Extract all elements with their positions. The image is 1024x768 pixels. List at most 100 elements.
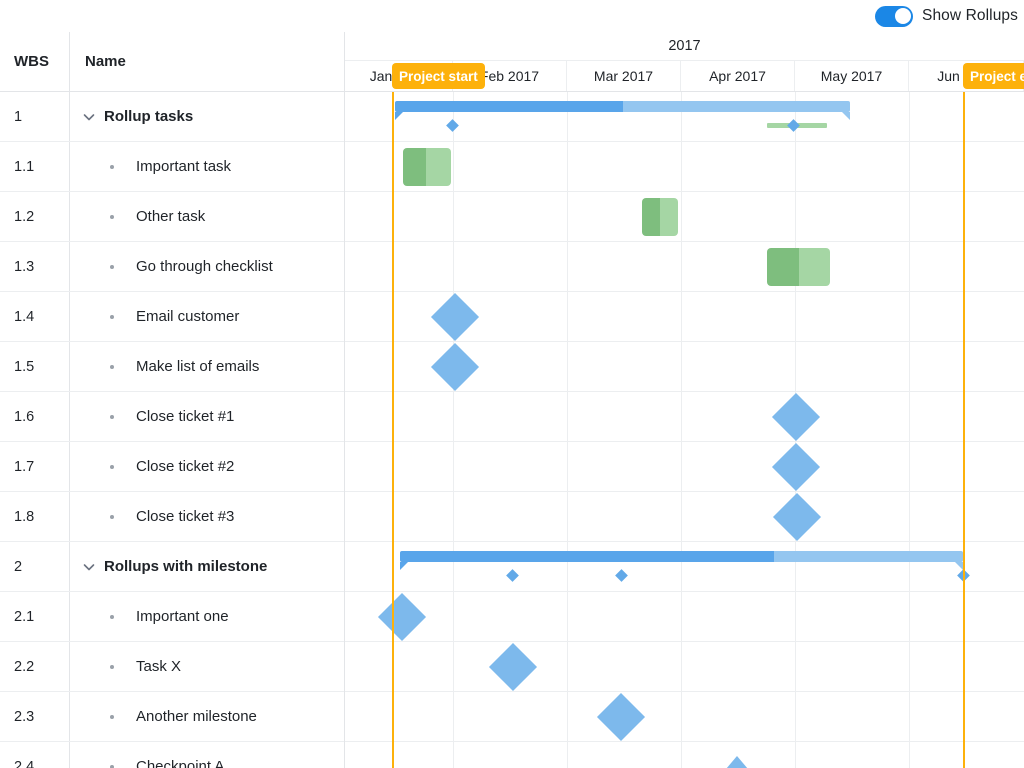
row-name-cell: Other task xyxy=(108,208,340,225)
row-wbs: 1 xyxy=(14,108,23,125)
row-name-cell: Important one xyxy=(108,608,340,625)
row-task-name: Task X xyxy=(136,658,182,675)
task-bar-remaining xyxy=(799,248,830,286)
milestone-marker[interactable] xyxy=(430,292,480,342)
rollup-bar-tail-right xyxy=(955,562,963,570)
table-row[interactable]: 1 Rollup tasks xyxy=(0,92,344,142)
row-task-name: Close ticket #1 xyxy=(136,408,235,425)
chevron-down-icon[interactable] xyxy=(80,558,98,576)
bullet-icon xyxy=(108,263,116,271)
column-header-wbs: WBS xyxy=(14,52,49,70)
timeline-month-cell: Feb 2017 xyxy=(453,61,567,91)
milestone-marker[interactable] xyxy=(772,492,822,542)
row-wbs: 2.1 xyxy=(14,608,35,625)
task-bar-progress xyxy=(642,198,660,236)
row-name-cell: Email customer xyxy=(108,308,340,325)
table-row[interactable]: 2.3 Another milestone xyxy=(0,692,344,742)
row-name-cell: Rollups with milestone xyxy=(80,558,340,576)
rollup-bar-remaining xyxy=(623,101,850,112)
milestone-marker[interactable] xyxy=(771,392,821,442)
timeline-row-separator xyxy=(345,291,1024,292)
task-table-header: WBS Name xyxy=(0,32,344,92)
table-row[interactable]: 1.8 Close ticket #3 xyxy=(0,492,344,542)
row-name-cell: Close ticket #1 xyxy=(108,408,340,425)
task-bar[interactable] xyxy=(403,148,451,186)
table-row[interactable]: 1.3 Go through checklist xyxy=(0,242,344,292)
row-wbs: 1.4 xyxy=(14,308,35,325)
table-row[interactable]: 2.1 Important one xyxy=(0,592,344,642)
milestone-marker-partial[interactable] xyxy=(715,756,759,768)
row-name-cell: Close ticket #2 xyxy=(108,458,340,475)
row-wbs: 1.5 xyxy=(14,358,35,375)
timeline-column-gridline xyxy=(453,92,454,768)
timeline-header: 2017 Jan 2017 Feb 2017 Mar 2017 Apr 2017 May… xyxy=(345,32,1024,92)
show-rollups-toggle[interactable]: Show Rollups xyxy=(875,5,1018,27)
task-bar[interactable] xyxy=(642,198,678,236)
row-task-name: Other task xyxy=(136,208,206,225)
row-name-cell: Close ticket #3 xyxy=(108,508,340,525)
task-bar[interactable] xyxy=(767,248,830,286)
table-row[interactable]: 2.4 Checkpoint A xyxy=(0,742,344,768)
timeline-month-cell: Apr 2017 xyxy=(681,61,795,91)
row-wbs: 1.3 xyxy=(14,258,35,275)
task-table-body: 1 Rollup tasks 1.1 Important task 1.2 Other t… xyxy=(0,92,344,768)
row-wbs: 1.1 xyxy=(14,158,35,175)
row-wbs: 1.8 xyxy=(14,508,35,525)
row-task-name: Email customer xyxy=(136,308,240,325)
row-name-cell: Task X xyxy=(108,658,340,675)
toggle-switch-knob xyxy=(894,8,911,24)
table-row[interactable]: 1.6 Close ticket #1 xyxy=(0,392,344,442)
rollup-indicator[interactable] xyxy=(786,119,800,132)
timeline-row-separator xyxy=(345,191,1024,192)
timeline-month-cell: Jan 2017 xyxy=(345,61,453,91)
rollup-indicator[interactable] xyxy=(445,119,459,132)
milestone-marker[interactable] xyxy=(377,592,427,642)
task-bar-remaining xyxy=(660,198,678,236)
top-toolbar: Show Rollups xyxy=(0,0,1024,32)
timeline-row-separator xyxy=(345,741,1024,742)
rollup-indicator[interactable] xyxy=(956,569,970,582)
row-task-name: Important one xyxy=(136,608,229,625)
row-name-cell: Another milestone xyxy=(108,708,340,725)
bullet-icon xyxy=(108,213,116,221)
timeline-row-separator xyxy=(345,441,1024,442)
row-task-name: Close ticket #3 xyxy=(136,508,235,525)
toggle-switch-track[interactable] xyxy=(875,5,914,27)
table-row[interactable]: 2.2 Task X xyxy=(0,642,344,692)
bullet-icon xyxy=(108,363,116,371)
rollup-bar[interactable] xyxy=(395,101,850,120)
row-wbs: 2.3 xyxy=(14,708,35,725)
timeline-month-cell: Jun 2017 xyxy=(909,61,1024,91)
table-row[interactable]: 2 Rollups with milestone xyxy=(0,542,344,592)
milestone-marker[interactable] xyxy=(430,342,480,392)
row-wbs: 1.2 xyxy=(14,208,35,225)
bullet-icon xyxy=(108,663,116,671)
table-row[interactable]: 1.5 Make list of emails xyxy=(0,342,344,392)
timeline-month-cell: May 2017 xyxy=(795,61,909,91)
timeline-row-separator xyxy=(345,691,1024,692)
table-row[interactable]: 1.7 Close ticket #2 xyxy=(0,442,344,492)
row-name-cell: Make list of emails xyxy=(108,358,340,375)
rollup-bar-progress xyxy=(395,101,623,112)
row-wbs: 2.4 xyxy=(14,758,35,768)
rollup-indicator[interactable] xyxy=(614,569,628,582)
gantt-grid: WBS Name 1 Rollup tasks 1.1 Important task 1… xyxy=(0,32,1024,768)
table-row[interactable]: 1.2 Other task xyxy=(0,192,344,242)
column-divider xyxy=(69,32,70,768)
table-row[interactable]: 1.1 Important task xyxy=(0,142,344,192)
row-name-cell: Important task xyxy=(108,158,340,175)
table-row[interactable]: 1.4 Email customer xyxy=(0,292,344,342)
rollup-indicator[interactable] xyxy=(505,569,519,582)
timeline-row-separator xyxy=(345,641,1024,642)
row-wbs: 1.7 xyxy=(14,458,35,475)
timeline-row-separator xyxy=(345,591,1024,592)
timeline-month-row: Jan 2017 Feb 2017 Mar 2017 Apr 2017 May 2017… xyxy=(345,61,1024,91)
row-name-cell: Checkpoint A xyxy=(108,758,340,768)
milestone-marker[interactable] xyxy=(596,692,646,742)
rollup-bar[interactable] xyxy=(400,551,963,570)
chevron-down-icon[interactable] xyxy=(80,108,98,126)
milestone-marker[interactable] xyxy=(488,642,538,692)
timeline-year-label: 2017 xyxy=(345,32,1024,61)
milestone-marker[interactable] xyxy=(771,442,821,492)
